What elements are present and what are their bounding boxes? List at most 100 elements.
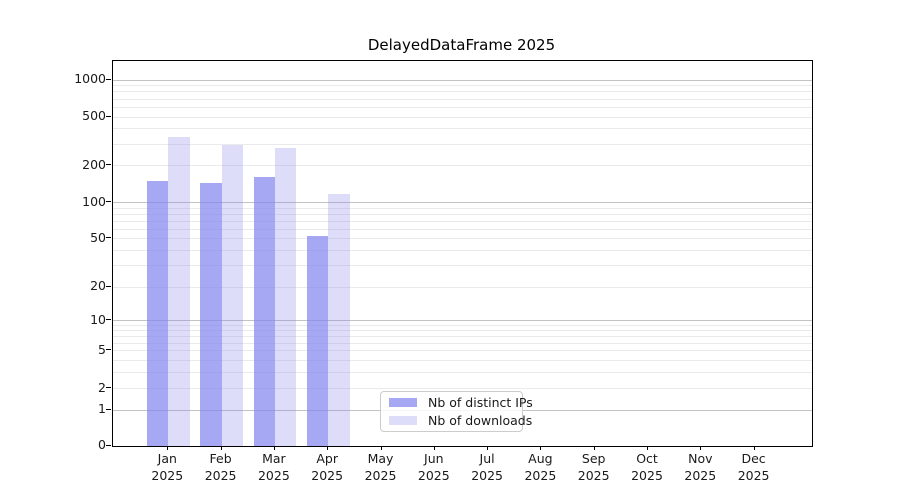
x-tick-month: Nov <box>688 451 713 466</box>
x-tick-mark <box>273 446 275 450</box>
x-tick-year: 2025 <box>631 467 663 483</box>
x-tick-mark <box>220 446 222 450</box>
legend-label-downloads: Nb of downloads <box>428 413 533 428</box>
x-tick-label-mar: Mar 2025 <box>246 451 302 484</box>
x-tick-mark <box>487 446 489 450</box>
x-tick-month: Feb <box>209 451 232 466</box>
y-tick-mark <box>106 201 111 203</box>
x-tick-month: Dec <box>741 451 766 466</box>
minor-gridline <box>113 250 812 252</box>
x-tick-year: 2025 <box>204 467 237 483</box>
x-tick-label-feb: Feb 2025 <box>193 451 249 484</box>
x-tick-label-oct: Oct 2025 <box>619 451 675 484</box>
x-tick-label-apr: Apr 2025 <box>299 451 355 484</box>
chart-title: DelayedDataFrame 2025 <box>367 36 556 54</box>
legend-entry-downloads: Nb of downloads <box>387 413 532 428</box>
x-tick-year: 2025 <box>257 467 290 483</box>
y-tick-mark <box>106 78 111 80</box>
minor-gridline <box>113 342 812 344</box>
major-gridline <box>113 202 812 204</box>
y-tick-label: 1000 <box>74 71 106 87</box>
y-tick-label: 10 <box>90 311 106 327</box>
bar-nb-of-downloads-apr <box>328 193 350 446</box>
y-tick-mark <box>106 285 111 287</box>
y-tick-mark <box>106 408 111 410</box>
x-tick-month: Jun <box>424 451 444 466</box>
minor-gridline <box>113 85 812 87</box>
x-tick-month: Mar <box>262 451 286 466</box>
bar-nb-of-distinct-ips-jan <box>146 181 169 446</box>
x-tick-mark <box>647 446 648 450</box>
minor-gridline <box>113 350 812 352</box>
x-tick-mark <box>540 446 542 450</box>
legend-label-distinct-ips: Nb of distinct IPs <box>428 395 533 410</box>
x-tick-mark <box>327 446 329 450</box>
minor-gridline <box>113 207 812 209</box>
bar-nb-of-downloads-feb <box>221 145 243 446</box>
x-tick-year: 2025 <box>737 467 770 483</box>
minor-gridline <box>113 330 812 332</box>
plot-area: Nb of distinct IPs Nb of downloads <box>112 60 813 447</box>
x-tick-year: 2025 <box>524 467 557 483</box>
y-tick-label: 2 <box>98 379 106 395</box>
minor-gridline <box>113 213 812 215</box>
minor-gridline <box>113 91 812 93</box>
x-tick-mark <box>380 446 382 450</box>
x-tick-label-nov: Nov 2025 <box>672 451 728 484</box>
x-tick-label-jan: Jan 2025 <box>139 451 195 484</box>
minor-gridline <box>113 371 812 373</box>
y-tick-mark <box>106 387 111 389</box>
minor-gridline <box>113 106 812 108</box>
x-tick-mark <box>753 446 755 450</box>
x-tick-mark <box>167 446 169 450</box>
x-tick-label-sep: Sep 2025 <box>566 451 622 484</box>
x-tick-month: Apr <box>316 451 338 466</box>
bar-nb-of-downloads-mar <box>274 148 297 446</box>
x-tick-label-dec: Dec 2025 <box>726 451 782 484</box>
y-tick-label: 100 <box>82 193 106 209</box>
y-tick-label: 20 <box>90 278 106 294</box>
y-tick-mark <box>106 319 111 321</box>
minor-gridline <box>113 220 812 222</box>
x-tick-month: Sep <box>581 451 606 466</box>
minor-gridline <box>113 265 812 267</box>
major-gridline <box>113 79 812 81</box>
minor-gridline <box>113 228 812 230</box>
x-tick-mark <box>433 446 435 450</box>
legend-swatch-distinct-ips <box>389 398 417 407</box>
x-tick-year: 2025 <box>577 467 610 483</box>
x-tick-mark <box>700 446 702 450</box>
minor-gridline <box>113 238 812 240</box>
legend: Nb of distinct IPs Nb of downloads <box>380 391 533 432</box>
minor-gridline <box>113 286 812 288</box>
x-tick-label-jun: Jun 2025 <box>406 451 462 484</box>
minor-gridline <box>113 116 812 118</box>
y-tick-label: 50 <box>90 229 106 245</box>
y-tick-label: 500 <box>82 108 106 124</box>
bar-nb-of-distinct-ips-mar <box>253 177 275 446</box>
minor-gridline <box>113 143 812 145</box>
x-tick-label-jul: Jul 2025 <box>459 451 515 484</box>
x-tick-label-aug: Aug 2025 <box>512 451 568 484</box>
y-tick-mark <box>106 349 111 351</box>
bar-nb-of-distinct-ips-feb <box>200 183 222 446</box>
legend-swatch-downloads <box>389 416 417 425</box>
y-tick-mark <box>106 237 111 239</box>
x-tick-label-may: May 2025 <box>353 451 409 484</box>
y-tick-label: 1 <box>98 401 106 417</box>
x-tick-year: 2025 <box>151 467 184 483</box>
x-tick-month: Jan <box>157 451 177 466</box>
minor-gridline <box>113 359 812 361</box>
minor-gridline <box>113 98 812 100</box>
y-tick-label: 5 <box>98 341 106 357</box>
y-tick-mark <box>106 115 111 117</box>
x-tick-month: Oct <box>636 451 658 466</box>
y-tick-label: 0 <box>98 437 106 452</box>
major-gridline <box>113 320 812 322</box>
x-tick-year: 2025 <box>471 467 503 483</box>
legend-entry-distinct-ips: Nb of distinct IPs <box>387 395 533 410</box>
x-tick-mark <box>593 446 595 450</box>
x-tick-month: Jul <box>479 451 495 466</box>
x-tick-month: Aug <box>528 451 553 466</box>
